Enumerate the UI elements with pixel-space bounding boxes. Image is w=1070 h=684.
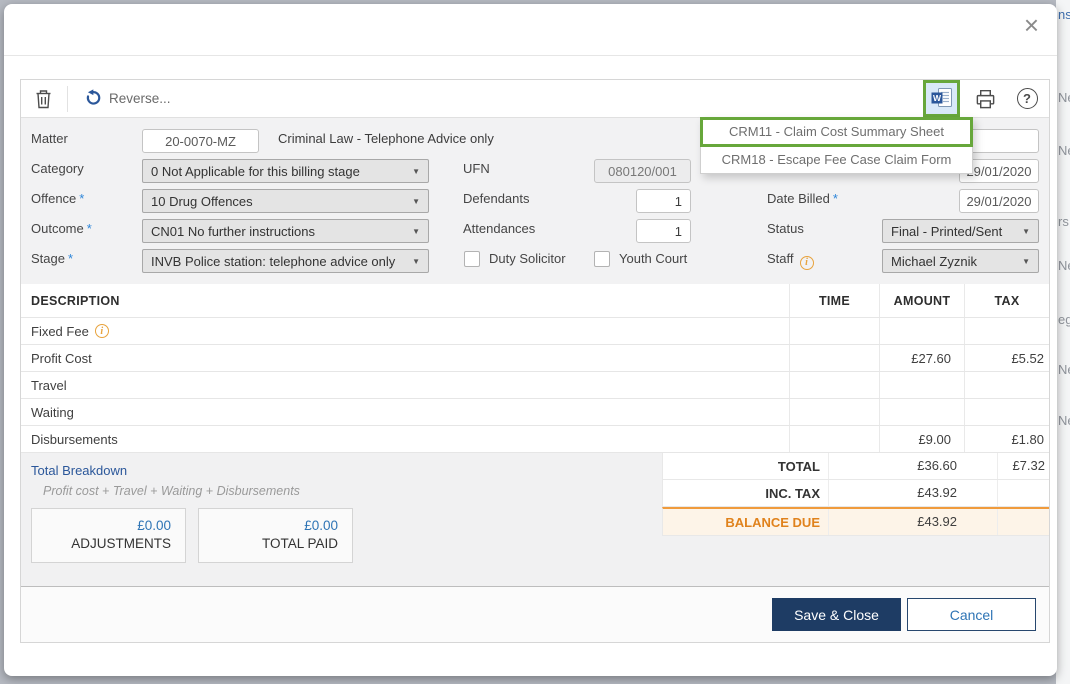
table-row: Fixed Fee i (21, 317, 1049, 344)
col-amount: AMOUNT (879, 284, 964, 317)
save-close-button[interactable]: Save & Close (772, 598, 901, 631)
export-word-button[interactable]: W (923, 80, 960, 117)
dialog-header: × (4, 4, 1057, 56)
billing-dialog: × (4, 4, 1057, 676)
cancel-button[interactable]: Cancel (907, 598, 1036, 631)
dialog-footer: Save & Close Cancel (21, 586, 1049, 642)
background-text: Ne (1058, 143, 1070, 158)
delete-button[interactable] (34, 89, 53, 109)
background-text: eg (1058, 312, 1070, 327)
total-breakdown: Total Breakdown Profit cost + Travel + W… (31, 463, 353, 563)
chevron-down-icon: ▼ (412, 197, 420, 206)
matter-description: Criminal Law - Telephone Advice only (278, 131, 494, 146)
category-select[interactable]: 0 Not Applicable for this billing stage … (142, 159, 429, 183)
table-row: Waiting (21, 398, 1049, 425)
export-menu: CRM11 - Claim Cost Summary Sheet CRM18 -… (700, 117, 973, 174)
offence-select[interactable]: 10 Drug Offences ▼ (142, 189, 429, 213)
info-icon: i (799, 255, 814, 270)
breakdown-formula: Profit cost + Travel + Waiting + Disburs… (43, 484, 300, 498)
adjustments-box[interactable]: £0.00 ADJUSTMENTS (31, 508, 186, 563)
status-label: Status (767, 221, 804, 236)
totals-table: TOTAL £36.60 £7.32 INC. TAX £43.92 BALAN… (662, 453, 1049, 536)
attendances-input[interactable] (636, 219, 691, 243)
trash-icon (34, 89, 53, 109)
svg-text:W: W (932, 93, 941, 103)
youth-court-checkbox[interactable] (594, 251, 610, 267)
table-row: Profit Cost £27.60 £5.52 (21, 344, 1049, 371)
youth-court-label: Youth Court (619, 251, 688, 266)
background-app: ns Ne Ne rs Ne eg Ne Ne (1056, 0, 1070, 684)
status-select[interactable]: Final - Printed/Sent ▼ (882, 219, 1039, 243)
staff-label: Staff i (767, 251, 814, 270)
balance-due-row: BALANCE DUE £43.92 (662, 507, 1049, 536)
menu-item-crm18[interactable]: CRM18 - Escape Fee Case Claim Form (700, 147, 973, 174)
help-button[interactable]: ? (1010, 82, 1044, 116)
total-paid-box[interactable]: £0.00 TOTAL PAID (198, 508, 353, 563)
help-icon: ? (1016, 88, 1038, 109)
chevron-down-icon: ▼ (412, 257, 420, 266)
reverse-button[interactable]: Reverse... (83, 89, 171, 108)
staff-select[interactable]: Michael Zyznik ▼ (882, 249, 1039, 273)
chevron-down-icon: ▼ (1022, 257, 1030, 266)
print-button[interactable] (968, 82, 1002, 116)
duty-solicitor-label: Duty Solicitor (489, 251, 566, 266)
stage-select[interactable]: INVB Police station: telephone advice on… (142, 249, 429, 273)
undo-icon (83, 89, 102, 108)
outcome-select[interactable]: CN01 No further instructions ▼ (142, 219, 429, 243)
chevron-down-icon: ▼ (412, 227, 420, 236)
background-text: rs (1058, 214, 1069, 229)
date-billed-input[interactable] (959, 189, 1039, 213)
col-tax: TAX (964, 284, 1049, 317)
summary-section: Total Breakdown Profit cost + Travel + W… (21, 452, 1049, 586)
table-header-row: DESCRIPTION TIME AMOUNT TAX (21, 284, 1049, 317)
toolbar: Reverse... W (21, 80, 1049, 118)
toolbar-divider (67, 85, 68, 112)
close-icon[interactable]: × (1023, 10, 1039, 40)
printer-icon (974, 88, 997, 110)
table-row: Disbursements £9.00 £1.80 (21, 425, 1049, 452)
reverse-label: Reverse... (109, 91, 171, 106)
background-text: Ne (1058, 362, 1070, 377)
category-label: Category (31, 161, 84, 176)
matter-input[interactable] (142, 129, 259, 153)
background-text: ns (1058, 7, 1070, 22)
stage-label: Stage * (31, 251, 74, 266)
col-time: TIME (789, 284, 879, 317)
table-row: Travel (21, 371, 1049, 398)
background-text: Ne (1058, 90, 1070, 105)
col-description: DESCRIPTION (31, 293, 120, 308)
chevron-down-icon: ▼ (1022, 227, 1030, 236)
total-row: TOTAL £36.60 £7.32 (662, 453, 1049, 480)
background-text: Ne (1058, 413, 1070, 428)
date-billed-label: Date Billed * (767, 191, 838, 206)
chevron-down-icon: ▼ (412, 167, 420, 176)
defendants-label: Defendants (463, 191, 530, 206)
info-icon: i (94, 324, 109, 338)
defendants-input[interactable] (636, 189, 691, 213)
ufn-label: UFN (463, 161, 490, 176)
matter-label: Matter (31, 131, 68, 146)
billing-table: DESCRIPTION TIME AMOUNT TAX Fixed Fee i P… (21, 284, 1049, 452)
background-text: Ne (1058, 258, 1070, 273)
attendances-label: Attendances (463, 221, 536, 236)
inc-tax-row: INC. TAX £43.92 (662, 480, 1049, 507)
menu-item-crm11[interactable]: CRM11 - Claim Cost Summary Sheet (700, 117, 973, 147)
ufn-input[interactable] (594, 159, 691, 183)
word-document-icon: W (930, 87, 954, 110)
duty-solicitor-checkbox[interactable] (464, 251, 480, 267)
outcome-label: Outcome * (31, 221, 92, 236)
offence-label: Offence * (31, 191, 85, 206)
total-breakdown-title: Total Breakdown (31, 463, 128, 478)
